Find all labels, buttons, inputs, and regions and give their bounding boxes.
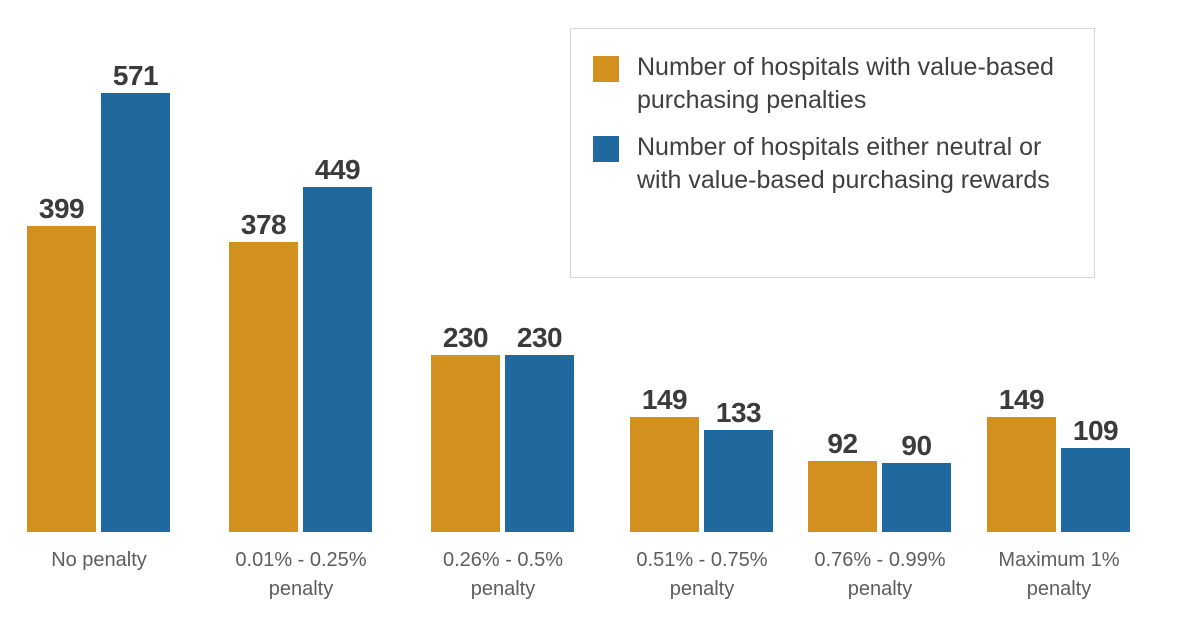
bar-group-5: 149 109 bbox=[987, 72, 1131, 532]
bar-rewards-4[interactable] bbox=[882, 463, 951, 532]
bar-value-label: 230 bbox=[516, 322, 563, 353]
bar-group-1: 378 449 bbox=[229, 72, 373, 532]
category-label-3: 0.51% - 0.75% penalty bbox=[636, 549, 768, 600]
bar-rewards-2[interactable] bbox=[505, 355, 574, 532]
bar-value-label: 230 bbox=[442, 322, 489, 353]
bar-penalties-2[interactable] bbox=[431, 355, 500, 532]
bar-value-label: 449 bbox=[314, 154, 361, 185]
category-label-1: 0.01% - 0.25% penalty bbox=[235, 549, 367, 600]
bar-penalties-4[interactable] bbox=[808, 461, 877, 532]
legend-swatch-icon bbox=[593, 136, 619, 162]
bar-value-label: 133 bbox=[715, 397, 762, 428]
bar-penalties-5[interactable] bbox=[987, 417, 1056, 532]
bar-group-0: 399 571 bbox=[27, 62, 171, 532]
bar-value-label: 399 bbox=[38, 193, 85, 224]
bar-value-label: 92 bbox=[827, 428, 858, 459]
category-label-5: Maximum 1% penalty bbox=[998, 549, 1120, 600]
bar-group-4: 92 90 bbox=[808, 72, 952, 532]
legend-item-penalties[interactable]: Number of hospitals with value-based pur… bbox=[593, 51, 1074, 117]
bar-rewards-0[interactable] bbox=[101, 93, 170, 532]
legend: Number of hospitals with value-based pur… bbox=[570, 28, 1095, 278]
legend-swatch-icon bbox=[593, 56, 619, 82]
category-label-4: 0.76% - 0.99% penalty bbox=[814, 549, 946, 600]
legend-item-label: Number of hospitals with value-based pur… bbox=[637, 53, 1054, 114]
category-label-2: 0.26% - 0.5% penalty bbox=[442, 549, 564, 600]
bar-rewards-3[interactable] bbox=[704, 430, 773, 532]
bar-value-label: 149 bbox=[998, 384, 1045, 415]
bar-penalties-3[interactable] bbox=[630, 417, 699, 532]
legend-item-rewards[interactable]: Number of hospitals either neutral or wi… bbox=[593, 131, 1074, 197]
bar-rewards-5[interactable] bbox=[1061, 448, 1130, 532]
bar-group-3: 149 133 bbox=[630, 72, 774, 532]
bar-value-label: 109 bbox=[1072, 415, 1119, 446]
bar-penalties-0[interactable] bbox=[27, 226, 96, 532]
legend-item-label: Number of hospitals either neutral or wi… bbox=[637, 133, 1050, 194]
bar-value-label: 571 bbox=[112, 60, 159, 91]
bar-value-label: 90 bbox=[901, 430, 932, 461]
category-label-0: No penalty bbox=[51, 549, 147, 571]
bar-value-label: 149 bbox=[641, 384, 688, 415]
bar-rewards-1[interactable] bbox=[303, 187, 372, 532]
bar-penalties-1[interactable] bbox=[229, 242, 298, 532]
bar-value-label: 378 bbox=[240, 209, 287, 240]
bar-group-2: 230 230 bbox=[431, 72, 575, 532]
